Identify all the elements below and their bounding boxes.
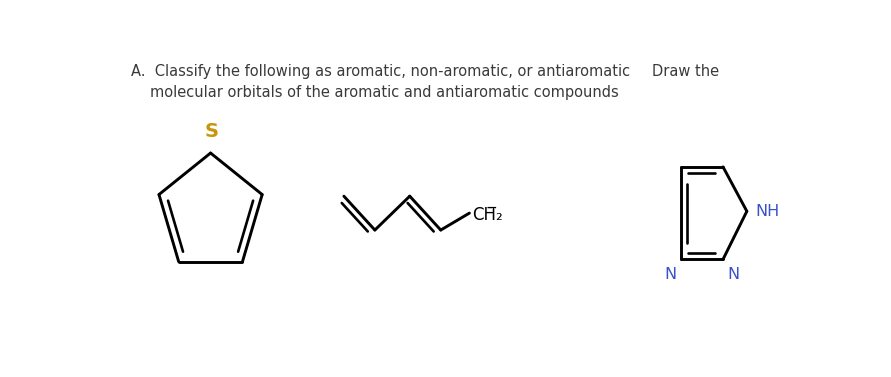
Text: S: S	[204, 122, 218, 141]
Text: #: #	[210, 142, 212, 143]
Text: N: N	[728, 267, 740, 282]
Text: molecular orbitals of the aromatic and antiaromatic compounds: molecular orbitals of the aromatic and a…	[150, 85, 619, 100]
Text: CH̅₂: CH̅₂	[472, 205, 503, 224]
Text: NH: NH	[756, 204, 780, 219]
Text: A.  Classify the following as aromatic, non-aromatic, or antiaromatic: A. Classify the following as aromatic, n…	[131, 64, 630, 80]
Text: N: N	[664, 267, 676, 282]
Text: Draw the: Draw the	[651, 64, 719, 80]
